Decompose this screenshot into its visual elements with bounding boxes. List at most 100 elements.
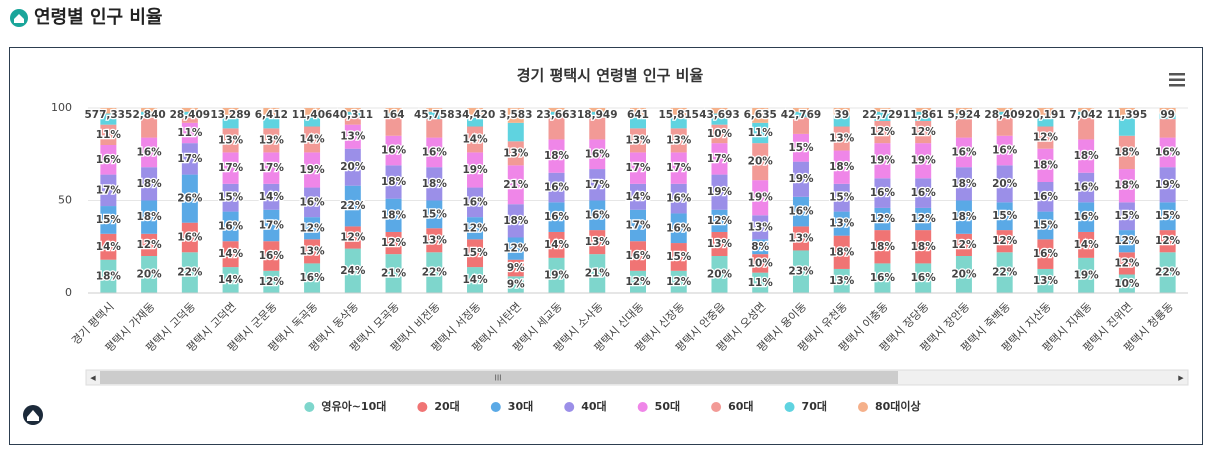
data-label: 16% — [177, 232, 203, 244]
bar-segment — [711, 209, 728, 232]
legend-item[interactable]: 80대이상 — [857, 399, 921, 413]
data-label: 13% — [748, 221, 774, 233]
bar-segment — [874, 120, 891, 144]
data-label: 23% — [788, 266, 814, 278]
bar-segment — [548, 139, 565, 173]
bar-segment — [222, 211, 239, 242]
total-label: 577,335 — [84, 109, 132, 121]
data-label: 17% — [625, 162, 651, 174]
bar-segment — [996, 135, 1013, 166]
bar-segment — [1118, 108, 1135, 118]
total-label: 39 — [834, 109, 849, 121]
legend-item[interactable]: 30대 — [490, 399, 533, 413]
bar-segment — [955, 167, 972, 201]
bar-segment — [344, 111, 361, 116]
bar-segment — [752, 272, 769, 293]
bar-segment — [1159, 230, 1176, 253]
legend-marker — [784, 402, 795, 412]
bar-segment — [141, 108, 158, 112]
data-label: 19% — [300, 164, 326, 176]
scroll-left[interactable]: ◀ — [90, 374, 96, 382]
data-label: 16% — [300, 272, 326, 284]
bar-segment — [507, 122, 524, 142]
menu-button[interactable] — [1169, 73, 1185, 87]
data-label: 19% — [911, 155, 937, 167]
data-label: 20% — [951, 269, 977, 281]
bar-segment — [304, 108, 321, 116]
bar-segment — [996, 108, 1013, 112]
data-label: 12% — [503, 243, 529, 255]
bar-segment — [955, 256, 972, 293]
bar-segment — [752, 215, 769, 240]
data-label: 16% — [585, 209, 611, 221]
bar-segment — [792, 133, 809, 162]
data-label: 19% — [707, 186, 733, 198]
legend-item[interactable]: 60대 — [711, 399, 754, 413]
bar-segment — [181, 122, 198, 144]
bar-segment — [181, 222, 198, 253]
menu-bar — [1169, 84, 1185, 87]
bar-segment — [1118, 169, 1135, 203]
data-label: 13% — [300, 245, 326, 257]
bar-segment — [426, 108, 443, 112]
data-label: 13% — [829, 133, 855, 145]
bar-segment — [385, 135, 402, 166]
data-label: 17% — [259, 219, 285, 231]
data-label: 12% — [462, 222, 488, 234]
bar-segment — [304, 115, 321, 127]
bar-segment — [507, 237, 524, 260]
bar-segment — [385, 165, 402, 199]
data-label: 13% — [585, 236, 611, 248]
bar-segment — [100, 124, 117, 145]
data-label: 13% — [829, 218, 855, 230]
bar-segment — [100, 233, 117, 260]
bar-segment — [874, 263, 891, 293]
bar-segment — [467, 267, 484, 293]
bar-segment — [915, 207, 932, 231]
scrollbar[interactable]: III ◀ ▶ — [85, 369, 1189, 386]
legend-item[interactable]: 70대 — [784, 399, 827, 413]
bar-segment — [670, 183, 687, 214]
data-label: 12% — [870, 213, 896, 225]
legend-item[interactable]: 20대 — [417, 399, 460, 413]
bar-segment — [304, 187, 321, 218]
header-title: 연령별 인구 비율 — [34, 7, 162, 28]
legend-item[interactable]: 영유아~10대 — [304, 399, 386, 413]
bar-segment — [792, 111, 809, 118]
total-label: 42,769 — [781, 109, 822, 121]
bar-segment — [711, 174, 728, 210]
bar-segment — [792, 108, 809, 112]
bar-segment — [1078, 257, 1095, 293]
bar-segment — [385, 231, 402, 255]
bar-segment — [263, 183, 280, 210]
bar-segment — [630, 270, 646, 293]
bar-segment — [344, 226, 361, 249]
total-label: 11,406 — [292, 109, 333, 121]
legend-label: 60대 — [728, 399, 753, 413]
bar-segment — [181, 143, 198, 175]
bar-segment — [752, 239, 769, 255]
data-label: 17% — [707, 153, 733, 165]
bar-segment — [670, 128, 687, 153]
bar-segment — [792, 196, 809, 227]
scroll-right[interactable]: ▶ — [1178, 374, 1184, 382]
data-label: 22% — [1155, 267, 1181, 279]
legend-item[interactable]: 40대 — [564, 399, 607, 413]
scroll-thumb[interactable] — [100, 371, 898, 384]
bar-segment — [507, 165, 524, 205]
bar-segment — [1118, 135, 1135, 170]
total-label: 6,412 — [255, 109, 288, 121]
data-label: 16% — [259, 250, 285, 262]
bar-segment — [589, 111, 606, 118]
bar-segment — [100, 206, 117, 234]
bar-segment — [996, 165, 1013, 203]
data-label: 18% — [829, 161, 855, 173]
data-label: 13% — [788, 232, 814, 244]
bar-segment — [1037, 115, 1054, 127]
bar-segment — [1159, 108, 1176, 114]
legend-item[interactable]: 50대 — [637, 399, 680, 413]
data-label: 21% — [585, 268, 611, 280]
data-label: 16% — [911, 187, 937, 199]
data-label: 13% — [503, 147, 529, 159]
bar-segment — [222, 267, 239, 293]
